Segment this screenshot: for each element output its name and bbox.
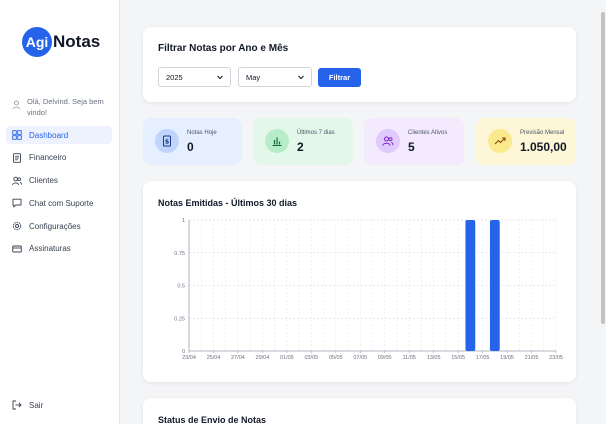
month-select[interactable]: May (238, 67, 312, 87)
bar (465, 220, 476, 351)
sidebar-item-configuracoes[interactable]: Configurações (6, 217, 112, 235)
x-tick-label: 23/05 (549, 355, 563, 361)
sidebar-item-label: Clientes (29, 176, 58, 186)
chart-card: Notas Emitidas - Últimos 30 dias 0 0.25 0.… (143, 181, 576, 382)
x-tick-label: 03/05 (304, 355, 318, 361)
stat-label: Últimos 7 dias (297, 130, 335, 136)
y-tick-label: 0.75 (174, 251, 185, 257)
y-tick-label: 0.5 (177, 284, 185, 290)
sidebar-item-dashboard[interactable]: Dashboard (6, 126, 112, 144)
year-select[interactable]: 2025 (158, 67, 231, 87)
stat-label: Notas Hoje (187, 130, 217, 136)
sidebar-item-financeiro[interactable]: Financeiro (6, 149, 112, 167)
sidebar-item-label: Configurações (29, 221, 81, 231)
sidebar-nav: Dashboard Financeiro Clientes Chat com S… (6, 126, 112, 263)
month-value: May (246, 72, 261, 82)
bar-chart: 0 0.25 0.5 0.75 1 23/04 25/04 27/04 29/04 01/05 03… (174, 218, 563, 361)
x-tick-label: 09/05 (378, 355, 392, 361)
grid-icon (12, 130, 22, 140)
chevron-down-icon (298, 75, 304, 80)
sidebar-item-label: Dashboard (29, 130, 69, 140)
trend-up-icon (488, 129, 512, 153)
scrollbar-thumb[interactable] (601, 12, 605, 324)
status-title: Status de Envio de Notas (158, 415, 267, 424)
stat-card-notas-hoje: $ Notas Hoje 0 (143, 118, 242, 165)
chevron-down-icon (217, 75, 223, 80)
gear-icon (12, 221, 22, 231)
sidebar-item-chat[interactable]: Chat com Suporte (6, 194, 112, 212)
y-tick-label: 0.25 (174, 316, 185, 322)
sidebar-item-label: Financeiro (29, 153, 67, 163)
x-tick-label: 05/05 (329, 355, 343, 361)
logout-button[interactable]: Sair (12, 400, 43, 410)
sidebar-item-assinaturas[interactable]: Assinaturas (6, 240, 112, 258)
filter-button[interactable]: Filtrar (318, 68, 361, 87)
bar-chart-icon (265, 129, 289, 153)
stat-value: 5 (408, 140, 415, 154)
sidebar-item-label: Assinaturas (29, 244, 71, 254)
x-tick-label: 13/05 (427, 355, 441, 361)
stat-value: 0 (187, 140, 194, 154)
x-tick-label: 23/04 (182, 355, 196, 361)
x-tick-label: 29/04 (256, 355, 270, 361)
chat-icon (12, 198, 22, 208)
user-greeting: Olá, Delvind. Seja bem vindo! (12, 96, 116, 118)
stat-value: 1.050,00 (520, 140, 567, 154)
stat-label: Clientes Ativos (408, 130, 448, 136)
logo-name: Notas (53, 32, 101, 51)
y-tick-label: 1 (182, 218, 185, 224)
logout-icon (12, 400, 22, 410)
sidebar-item-clientes[interactable]: Clientes (6, 172, 112, 190)
stat-card-clientes-ativos: Clientes Ativos 5 (364, 118, 464, 165)
svg-text:$: $ (165, 138, 170, 146)
receipt-icon (12, 153, 22, 163)
sidebar-item-label: Chat com Suporte (29, 198, 94, 208)
greeting-text: Olá, Delvind. Seja bem vindo! (27, 97, 104, 117)
bar (489, 220, 500, 351)
x-tick-label: 19/05 (500, 355, 514, 361)
x-tick-label: 07/05 (353, 355, 367, 361)
dollar-doc-icon: $ (155, 129, 179, 153)
sidebar: Agi Notas Olá, Delvind. Seja bem vindo! … (0, 0, 120, 424)
year-value: 2025 (166, 72, 183, 82)
x-tick-label: 17/05 (476, 355, 490, 361)
stat-value: 2 (297, 140, 304, 154)
x-tick-label: 25/04 (207, 355, 221, 361)
x-tick-label: 11/05 (403, 355, 416, 361)
stat-card-ultimos-7-dias: Últimos 7 dias 2 (253, 118, 353, 165)
users-icon (376, 129, 400, 153)
user-icon (12, 100, 21, 110)
users-icon (12, 176, 22, 186)
status-card: Status de Envio de Notas (143, 398, 576, 424)
filter-card: Filtrar Notas por Ano e Mês 2025 May Fil… (143, 27, 576, 102)
app-logo[interactable]: Agi Notas (22, 27, 100, 57)
x-tick-label: 01/05 (280, 355, 294, 361)
stat-label: Previsão Mensal (520, 130, 565, 136)
filter-title: Filtrar Notas por Ano e Mês (158, 43, 289, 54)
stat-card-previsao-mensal: Previsão Mensal 1.050,00 (476, 118, 576, 165)
chart-title: Notas Emitidas - Últimos 30 dias (158, 198, 298, 208)
card-icon (12, 244, 22, 254)
y-tick-label: 0 (182, 349, 185, 355)
x-tick-label: 27/04 (231, 355, 245, 361)
logo-badge: Agi (22, 27, 52, 57)
logout-label: Sair (29, 400, 44, 410)
x-tick-label: 21/05 (525, 355, 539, 361)
x-tick-label: 15/05 (451, 355, 465, 361)
page-scrollbar[interactable] (600, 2, 605, 422)
